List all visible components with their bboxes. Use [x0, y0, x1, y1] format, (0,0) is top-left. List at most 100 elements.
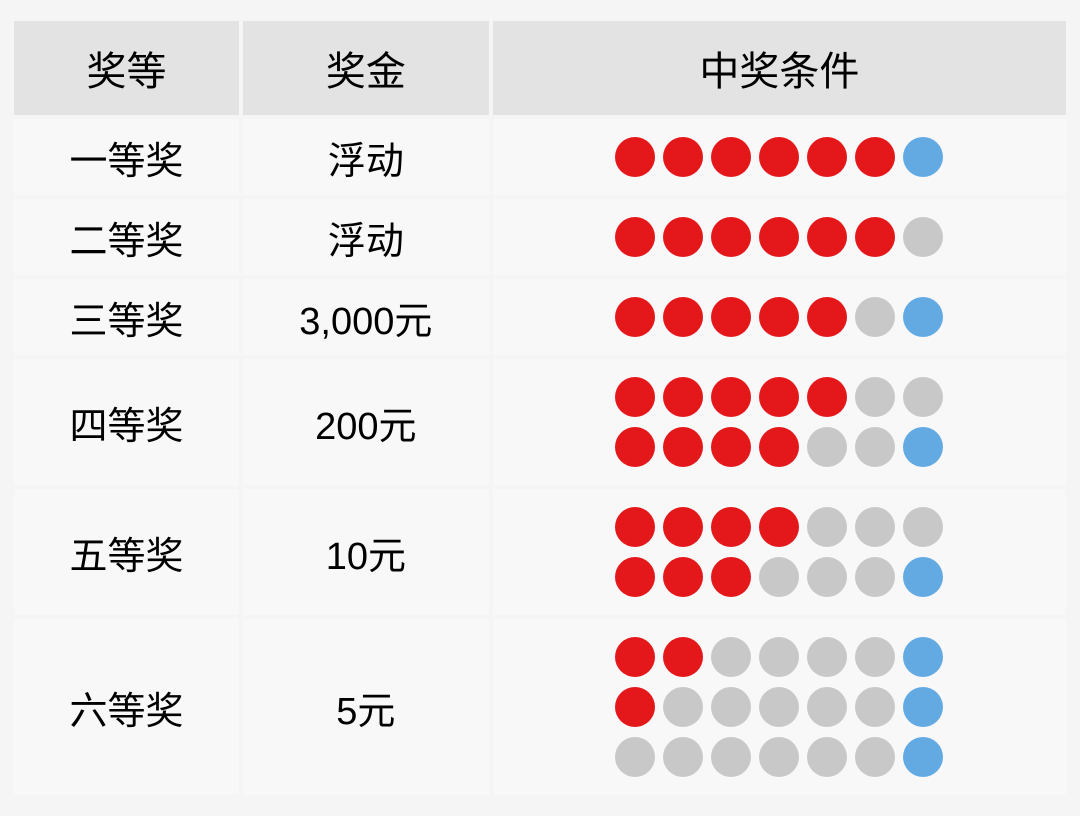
red-ball-icon: [759, 377, 799, 417]
condition-group: [493, 359, 1066, 485]
red-ball-icon: [663, 427, 703, 467]
gray-ball-icon: [903, 507, 943, 547]
gray-ball-icon: [711, 737, 751, 777]
ball-row: [615, 637, 943, 677]
gray-ball-icon: [663, 737, 703, 777]
red-ball-icon: [759, 427, 799, 467]
cell-condition: [493, 619, 1066, 795]
red-ball-icon: [615, 687, 655, 727]
gray-ball-icon: [855, 427, 895, 467]
cell-level: 二等奖: [14, 199, 239, 275]
gray-ball-icon: [807, 427, 847, 467]
ball-row: [615, 377, 943, 417]
gray-ball-icon: [663, 687, 703, 727]
ball-row: [615, 297, 943, 337]
red-ball-icon: [663, 377, 703, 417]
red-ball-icon: [615, 377, 655, 417]
red-ball-icon: [711, 507, 751, 547]
gray-ball-icon: [903, 217, 943, 257]
red-ball-icon: [663, 137, 703, 177]
red-ball-icon: [711, 297, 751, 337]
red-ball-icon: [615, 137, 655, 177]
gray-ball-icon: [807, 737, 847, 777]
cell-condition: [493, 359, 1066, 485]
table-header-row: 奖等 奖金 中奖条件: [14, 21, 1066, 115]
ball-row: [615, 687, 943, 727]
condition-group: [493, 119, 1066, 195]
gray-ball-icon: [759, 637, 799, 677]
red-ball-icon: [711, 137, 751, 177]
table-row: 二等奖浮动: [14, 199, 1066, 275]
red-ball-icon: [663, 507, 703, 547]
cell-level: 一等奖: [14, 119, 239, 195]
cell-level: 六等奖: [14, 619, 239, 795]
cell-amount: 3,000元: [243, 279, 489, 355]
red-ball-icon: [759, 137, 799, 177]
blue-ball-icon: [903, 427, 943, 467]
cell-amount: 5元: [243, 619, 489, 795]
cell-condition: [493, 199, 1066, 275]
red-ball-icon: [759, 507, 799, 547]
red-ball-icon: [711, 217, 751, 257]
red-ball-icon: [663, 297, 703, 337]
cell-amount: 200元: [243, 359, 489, 485]
condition-group: [493, 279, 1066, 355]
red-ball-icon: [759, 297, 799, 337]
ball-row: [615, 557, 943, 597]
red-ball-icon: [615, 637, 655, 677]
cell-level: 三等奖: [14, 279, 239, 355]
red-ball-icon: [711, 557, 751, 597]
red-ball-icon: [807, 297, 847, 337]
blue-ball-icon: [903, 137, 943, 177]
gray-ball-icon: [807, 687, 847, 727]
condition-group: [493, 619, 1066, 795]
gray-ball-icon: [855, 637, 895, 677]
gray-ball-icon: [807, 557, 847, 597]
condition-group: [493, 199, 1066, 275]
cell-condition: [493, 119, 1066, 195]
red-ball-icon: [615, 427, 655, 467]
gray-ball-icon: [903, 377, 943, 417]
header-condition: 中奖条件: [493, 21, 1066, 115]
gray-ball-icon: [855, 687, 895, 727]
cell-condition: [493, 279, 1066, 355]
red-ball-icon: [663, 557, 703, 597]
blue-ball-icon: [903, 737, 943, 777]
cell-level: 五等奖: [14, 489, 239, 615]
blue-ball-icon: [903, 297, 943, 337]
cell-amount: 浮动: [243, 199, 489, 275]
gray-ball-icon: [855, 557, 895, 597]
blue-ball-icon: [903, 637, 943, 677]
red-ball-icon: [615, 217, 655, 257]
gray-ball-icon: [807, 637, 847, 677]
gray-ball-icon: [855, 377, 895, 417]
ball-row: [615, 507, 943, 547]
table-row: 三等奖3,000元: [14, 279, 1066, 355]
gray-ball-icon: [759, 687, 799, 727]
gray-ball-icon: [855, 737, 895, 777]
gray-ball-icon: [759, 557, 799, 597]
table-row: 六等奖5元: [14, 619, 1066, 795]
ball-row: [615, 737, 943, 777]
cell-amount: 10元: [243, 489, 489, 615]
gray-ball-icon: [759, 737, 799, 777]
red-ball-icon: [855, 217, 895, 257]
header-level: 奖等: [14, 21, 239, 115]
header-amount: 奖金: [243, 21, 489, 115]
cell-amount: 浮动: [243, 119, 489, 195]
ball-row: [615, 217, 943, 257]
cell-condition: [493, 489, 1066, 615]
cell-level: 四等奖: [14, 359, 239, 485]
prize-table: 奖等 奖金 中奖条件 一等奖浮动二等奖浮动三等奖3,000元四等奖200元五等奖…: [10, 17, 1070, 799]
blue-ball-icon: [903, 687, 943, 727]
table-row: 五等奖10元: [14, 489, 1066, 615]
gray-ball-icon: [855, 297, 895, 337]
gray-ball-icon: [807, 507, 847, 547]
gray-ball-icon: [711, 687, 751, 727]
red-ball-icon: [807, 137, 847, 177]
red-ball-icon: [615, 507, 655, 547]
ball-row: [615, 137, 943, 177]
red-ball-icon: [807, 217, 847, 257]
gray-ball-icon: [615, 737, 655, 777]
red-ball-icon: [759, 217, 799, 257]
